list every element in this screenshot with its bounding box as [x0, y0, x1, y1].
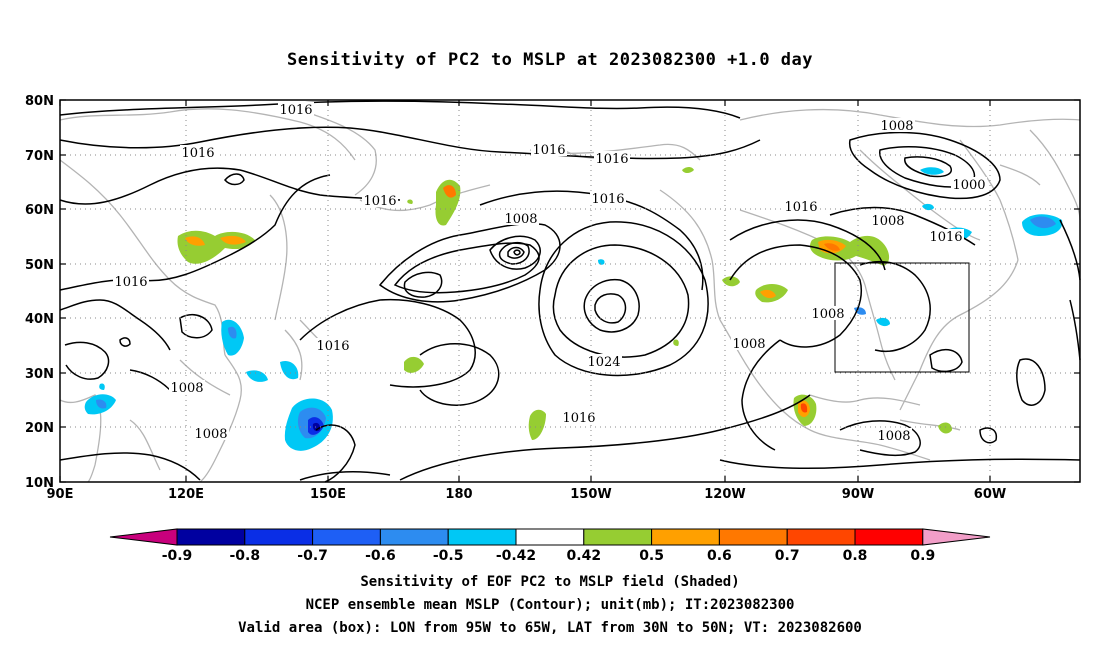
colorbar-swatch	[244, 528, 314, 546]
contour-label-bg	[783, 199, 819, 213]
contour-label: 1016	[114, 275, 147, 290]
colorbar: -0.9 -0.8 -0.7 -0.6 -0.5 -0.42 0.42 0.5 0.6 0.7 0.…	[109, 528, 991, 564]
plot-frame	[59, 99, 1081, 483]
colorbar-swatch	[854, 528, 924, 546]
contour-label: 1008	[732, 337, 765, 352]
colorbar-arrow-left	[109, 528, 178, 546]
contour-label-bg	[362, 193, 398, 207]
colorbar-swatch	[176, 528, 246, 546]
contour-label: 1008	[170, 381, 203, 396]
colorbar-swatch	[786, 528, 856, 546]
colorbar-label: -0.8	[229, 548, 260, 564]
contour-label-bg	[594, 151, 630, 165]
contour-label-bg	[590, 191, 626, 205]
contour-label: 1016	[532, 143, 565, 158]
contour-label-bg	[879, 118, 915, 132]
lat-label: 30N	[25, 367, 54, 382]
lat-label: 60N	[25, 203, 54, 218]
colorbar-label: -0.42	[496, 548, 536, 564]
colorbar-label: -0.6	[365, 548, 396, 564]
contour-label: 1016	[562, 411, 595, 426]
colorbar-swatch	[583, 528, 653, 546]
lon-label: 150W	[570, 487, 611, 502]
lat-label: 40N	[25, 312, 54, 327]
lat-label: 20N	[25, 421, 54, 436]
contour-label: 1016	[279, 103, 312, 118]
contour-label-bg	[315, 338, 351, 352]
mslp-contours	[59, 100, 1081, 483]
contour-label: 1024	[587, 355, 620, 370]
contour-label: 1008	[877, 429, 910, 444]
graticule	[60, 100, 1080, 482]
axis-ticks	[59, 99, 1080, 483]
lon-label: 120E	[168, 487, 204, 502]
contour-label-bg	[876, 428, 912, 442]
contour-label: 1008	[194, 427, 227, 442]
colorbar-label: 0.6	[707, 548, 732, 564]
colorbar-swatch	[515, 528, 585, 546]
contour-label-bg	[503, 211, 539, 225]
contour-label-bg	[870, 213, 906, 227]
colorbar-label: -0.5	[433, 548, 464, 564]
contour-label-bg	[810, 306, 846, 320]
contour-label: 1016	[929, 230, 962, 245]
colorbar-label: 0.9	[910, 548, 935, 564]
lon-label: 180	[445, 487, 472, 502]
contour-label-bg	[951, 177, 987, 191]
contour-label: 1016	[181, 146, 214, 161]
lat-label: 10N	[25, 476, 54, 491]
lon-label: 90W	[842, 487, 874, 502]
lon-label: 60W	[974, 487, 1006, 502]
colorbar-label: 0.8	[843, 548, 868, 564]
lat-label: 50N	[25, 258, 54, 273]
colorbar-arrow-right	[922, 528, 991, 546]
contour-label-bg	[278, 102, 314, 116]
contour-label: 1016	[316, 339, 349, 354]
contour-label-bg	[731, 336, 767, 350]
lon-label: 90E	[47, 487, 74, 502]
contour-label-bg	[561, 410, 597, 424]
colorbar-label: -0.9	[162, 548, 193, 564]
contour-label: 1008	[871, 214, 904, 229]
contour-label: 1016	[784, 200, 817, 215]
contour-label-bg	[193, 426, 229, 440]
colorbar-label: 0.7	[775, 548, 800, 564]
contour-label: 1016	[595, 152, 628, 167]
colorbar-label: 0.5	[639, 548, 664, 564]
colorbar-swatch	[718, 528, 788, 546]
contour-label-bg	[531, 142, 567, 156]
contour-label: 1008	[880, 119, 913, 134]
lat-label: 70N	[25, 149, 54, 164]
contour-label: 1016	[363, 194, 396, 209]
lat-label: 80N	[25, 94, 54, 109]
lon-label: 150E	[310, 487, 346, 502]
caption-contour: NCEP ensemble mean MSLP (Contour); unit(…	[305, 597, 795, 613]
colorbar-label: -0.7	[297, 548, 328, 564]
colorbar-swatch	[651, 528, 720, 546]
contour-label-bg	[928, 229, 964, 243]
map-title: Sensitivity of PC2 to MSLP at 2023082300…	[286, 50, 813, 70]
contour-label-bg	[586, 354, 622, 368]
caption-valid-area: Valid area (box): LON from 95W to 65W, L…	[238, 620, 862, 636]
sensitivity-shading	[84, 167, 1063, 451]
contour-labels: 1016 1016 1016 1016 1016 1016 1008 1016 1016 1008…	[113, 102, 987, 444]
contour-label: 1008	[811, 307, 844, 322]
contour-label: 1016	[591, 192, 624, 207]
contour-label: 1008	[504, 212, 537, 227]
colorbar-swatch	[312, 528, 381, 546]
colorbar-swatch	[379, 528, 449, 546]
contour-label-bg	[180, 145, 216, 159]
colorbar-swatch	[447, 528, 517, 546]
contour-label-bg	[113, 274, 149, 288]
colorbar-label: 0.42	[567, 548, 602, 564]
contour-label-bg	[169, 380, 205, 394]
lon-label: 120W	[704, 487, 745, 502]
contour-label: 1000	[952, 178, 985, 193]
caption-shading: Sensitivity of EOF PC2 to MSLP field (Sh…	[360, 574, 740, 590]
